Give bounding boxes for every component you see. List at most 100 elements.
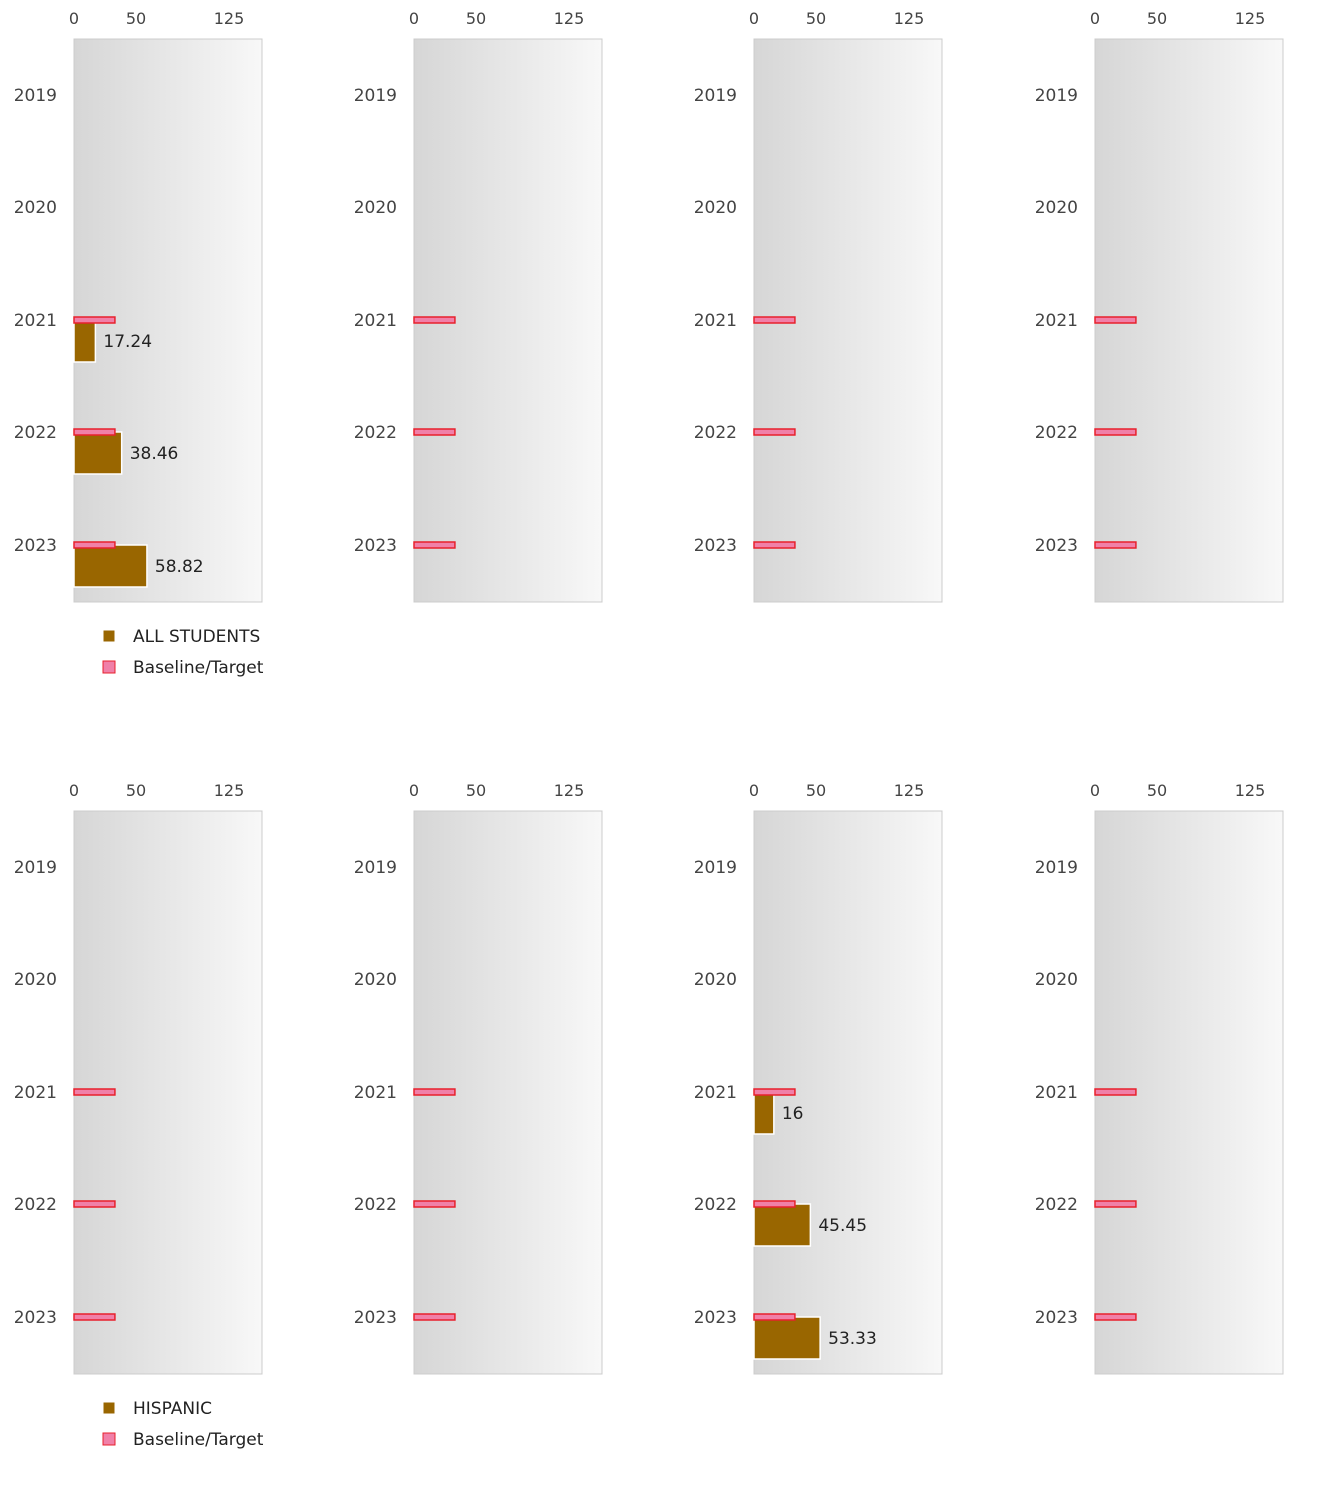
- target-bar: [73, 1313, 116, 1321]
- target-bar: [1094, 316, 1137, 324]
- category-label: 2022: [1035, 423, 1078, 443]
- x-tick-label: 0: [69, 781, 79, 800]
- category-label: 2020: [14, 198, 57, 218]
- data-label: 16: [782, 1104, 804, 1124]
- data-label: 38.46: [130, 444, 179, 464]
- target-bar: [753, 1200, 796, 1208]
- value-bar: [753, 1316, 821, 1360]
- category-label: 2023: [354, 1308, 397, 1328]
- legend-label-series: HISPANIC: [133, 1399, 212, 1419]
- data-label: 45.45: [818, 1216, 867, 1236]
- category-label: 2023: [354, 536, 397, 556]
- target-bar: [413, 1088, 456, 1096]
- category-label: 2022: [1035, 1195, 1078, 1215]
- legend-swatch-series: [102, 629, 116, 643]
- x-tick-label: 0: [749, 781, 759, 800]
- category-label: 2021: [354, 311, 397, 331]
- category-label: 2019: [354, 858, 397, 878]
- category-label: 2022: [694, 423, 737, 443]
- legend-label-target: Baseline/Target: [133, 1430, 264, 1450]
- target-bar: [753, 316, 796, 324]
- category-label: 2021: [694, 1083, 737, 1103]
- x-tick-label: 125: [1235, 9, 1266, 28]
- category-label: 2019: [1035, 86, 1078, 106]
- data-label: 17.24: [103, 332, 152, 352]
- x-tick-label: 50: [126, 781, 146, 800]
- category-label: 2022: [354, 423, 397, 443]
- legend-label-series: ALL STUDENTS: [133, 627, 260, 647]
- x-tick-label: 50: [466, 9, 486, 28]
- category-label: 2020: [354, 970, 397, 990]
- chart-panel: 05012520192020202120222023HAWAIIAN/PACIF…: [354, 781, 603, 1375]
- category-label: 2023: [1035, 536, 1078, 556]
- x-tick-label: 0: [69, 9, 79, 28]
- category-label: 2022: [694, 1195, 737, 1215]
- x-tick-label: 50: [1147, 781, 1167, 800]
- target-bar: [1094, 428, 1137, 436]
- legend-swatch-series: [102, 1401, 116, 1415]
- x-tick-label: 0: [749, 9, 759, 28]
- category-label: 2023: [694, 1308, 737, 1328]
- target-bar: [413, 541, 456, 549]
- value-bar: [73, 319, 97, 363]
- x-tick-label: 125: [554, 781, 585, 800]
- category-label: 2020: [1035, 970, 1078, 990]
- data-label: 53.33: [828, 1329, 877, 1349]
- category-label: 2020: [14, 970, 57, 990]
- target-bar: [753, 541, 796, 549]
- chart-panel: 0 50 125 2019 2020 2021 2022 2023 HISPANIC Baseli…: [14, 781, 264, 1450]
- x-tick-label: 0: [1090, 781, 1100, 800]
- target-bar: [413, 316, 456, 324]
- x-tick-label: 50: [806, 781, 826, 800]
- x-tick-label: 50: [806, 9, 826, 28]
- chart-panel: 05012520192020202120222023AFRICAN-AMERIC…: [1035, 9, 1284, 603]
- target-bar: [413, 1200, 456, 1208]
- legend-swatch-target: [102, 660, 116, 674]
- category-label: 2021: [1035, 311, 1078, 331]
- category-label: 2019: [1035, 858, 1078, 878]
- category-label: 2019: [694, 86, 737, 106]
- category-label: 2021: [694, 311, 737, 331]
- x-tick-label: 0: [1090, 9, 1100, 28]
- category-label: 2020: [354, 198, 397, 218]
- target-bar: [753, 428, 796, 436]
- target-bar: [73, 541, 116, 549]
- x-tick-label: 125: [894, 781, 925, 800]
- category-label: 2019: [14, 86, 57, 106]
- target-bar: [1094, 1200, 1137, 1208]
- target-bar: [753, 1088, 796, 1096]
- category-label: 2020: [694, 198, 737, 218]
- category-label: 2022: [354, 1195, 397, 1215]
- x-tick-label: 125: [214, 781, 245, 800]
- x-tick-label: 50: [126, 9, 146, 28]
- x-tick-label: 125: [1235, 781, 1266, 800]
- legend-swatch-target: [102, 1432, 116, 1446]
- target-bar: [753, 1313, 796, 1321]
- data-label: 58.82: [155, 557, 204, 577]
- chart-panel: 050125201920202021202220231645.4553.33CA…: [694, 781, 943, 1375]
- category-label: 2023: [1035, 1308, 1078, 1328]
- target-bar: [413, 428, 456, 436]
- x-tick-label: 50: [1147, 9, 1167, 28]
- target-bar: [73, 1088, 116, 1096]
- value-bar: [73, 544, 148, 588]
- chart-panel: 05012520192020202120222023TWO OR MOREBas…: [1035, 781, 1284, 1375]
- x-tick-label: 125: [894, 9, 925, 28]
- category-label: 2020: [1035, 198, 1078, 218]
- value-bar: [73, 431, 123, 475]
- chart-grid: 0 50 125 2019 2020 2021 2022 2023 17.24 38.46 58.8…: [14, 9, 1284, 1450]
- target-bar: [1094, 1088, 1137, 1096]
- category-label: 2019: [354, 86, 397, 106]
- category-label: 2022: [14, 423, 57, 443]
- x-tick-label: 0: [409, 781, 419, 800]
- target-bar: [73, 1200, 116, 1208]
- category-label: 2023: [14, 536, 57, 556]
- category-label: 2021: [14, 1083, 57, 1103]
- target-bar: [1094, 1313, 1137, 1321]
- target-bar: [73, 428, 116, 436]
- category-label: 2021: [14, 311, 57, 331]
- target-bar: [73, 316, 116, 324]
- x-tick-label: 125: [554, 9, 585, 28]
- chart-panel: 0 50 125 2019 2020 2021 2022 2023 17.24 38.46 58.8…: [14, 9, 264, 678]
- target-bar: [413, 1313, 456, 1321]
